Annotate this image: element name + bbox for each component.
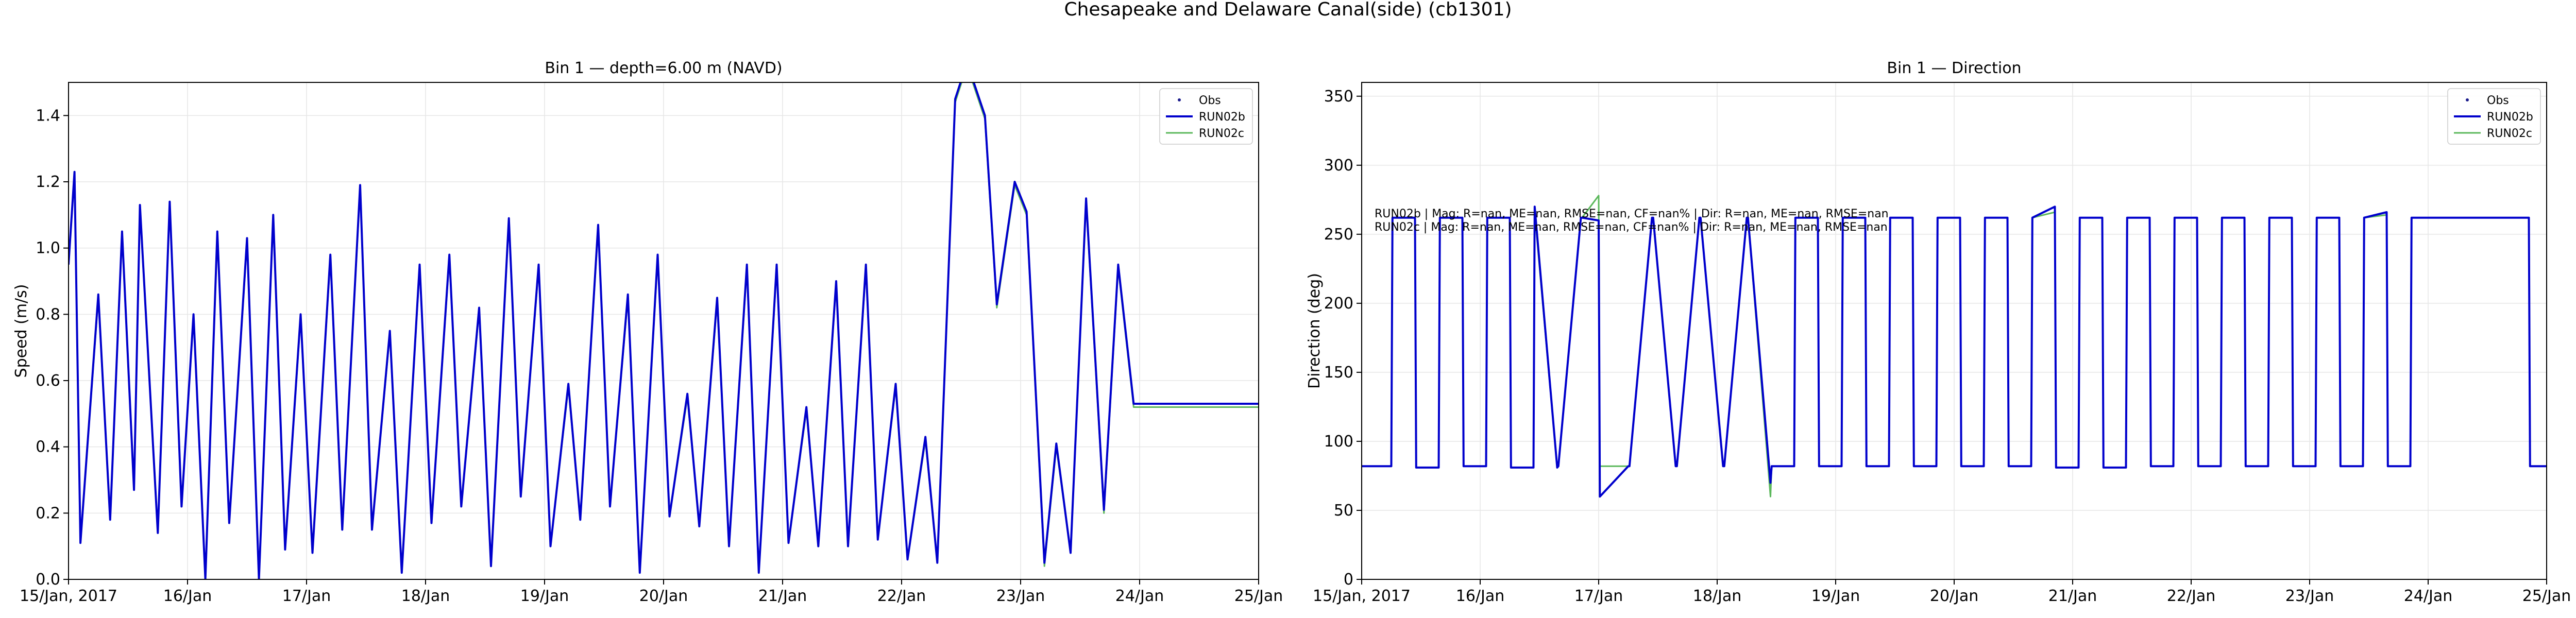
series-line-run02b: [1362, 205, 2547, 498]
y-tick-label: 0.0: [36, 571, 60, 589]
x-tick-label: 20/Jan: [639, 587, 688, 605]
x-tick-label: 15/Jan, 2017: [20, 587, 117, 605]
x-tick-label: 17/Jan: [282, 587, 331, 605]
x-tick-label: 15/Jan, 2017: [1313, 587, 1411, 605]
x-tick-label: 18/Jan: [401, 587, 450, 605]
chart-title: Bin 1 — Direction: [1887, 59, 2021, 77]
legend-box: [1159, 88, 1253, 145]
x-tick-label: 21/Jan: [2048, 587, 2097, 605]
stats-text: RUN02b | Mag: R=nan, ME=nan, RMSE=nan, C…: [1375, 208, 1889, 220]
x-tick-label: 18/Jan: [1693, 587, 1742, 605]
y-tick-label: 1.2: [36, 173, 60, 191]
x-tick-label: 23/Jan: [2285, 587, 2334, 605]
series-lines: [1362, 195, 2547, 498]
stats-text: RUN02c | Mag: R=nan, ME=nan, RMSE=nan, C…: [1375, 221, 1888, 234]
legend-label: RUN02c: [1199, 127, 1244, 140]
y-tick-label: 1.0: [36, 239, 60, 258]
x-tick-label: 25/Jan: [1234, 587, 1283, 605]
x-tick-label: 25/Jan: [2522, 587, 2571, 605]
y-tick-label: 300: [1324, 157, 1353, 175]
y-tick-label: 150: [1324, 364, 1353, 382]
x-tick-label: 16/Jan: [163, 587, 212, 605]
x-tick-label: 19/Jan: [520, 587, 569, 605]
x-tick-label: 22/Jan: [2167, 587, 2216, 605]
legend-label: RUN02b: [1199, 111, 1245, 124]
legend: Obs RUN02b RUN02c: [2447, 88, 2541, 145]
legend-marker-obs: [2466, 98, 2469, 101]
y-tick-label: 1.4: [36, 107, 60, 125]
legend-label: RUN02c: [2487, 127, 2532, 140]
legend-box: [2447, 88, 2541, 145]
legend: Obs RUN02b RUN02c: [1159, 88, 1253, 145]
figure-title: Chesapeake and Delaware Canal(side) (cb1…: [1064, 0, 1512, 20]
y-tick-label: 0.6: [36, 372, 60, 390]
legend-label: Obs: [1199, 94, 1221, 107]
y-tick-label: 0.2: [36, 504, 60, 522]
series-lines: [69, 82, 1259, 579]
x-tick-label: 21/Jan: [758, 587, 807, 605]
y-axis-label: Direction (deg): [1306, 273, 1324, 389]
y-tick-label: 200: [1324, 295, 1353, 313]
chart-title: Bin 1 — depth=6.00 m (NAVD): [545, 59, 782, 77]
y-tick-label: 0.8: [36, 305, 60, 323]
legend-label: Obs: [2487, 94, 2509, 107]
x-tick-label: 17/Jan: [1574, 587, 1623, 605]
y-tick-label: 50: [1334, 502, 1353, 520]
y-tick-label: 100: [1324, 433, 1353, 451]
x-tick-label: 20/Jan: [1930, 587, 1979, 605]
x-tick-label: 19/Jan: [1811, 587, 1860, 605]
x-tick-label: 24/Jan: [2404, 587, 2453, 605]
legend-marker-obs: [1178, 98, 1181, 101]
legend-label: RUN02b: [2487, 111, 2533, 124]
chart-panel-1: 15/Jan, 2017 16/Jan 17/Jan 18/Jan 19/Jan 20/J…: [12, 59, 1283, 605]
series-line-run02b: [69, 82, 1259, 579]
x-tick-label: 23/Jan: [996, 587, 1045, 605]
y-axis-label: Speed (m/s): [12, 284, 30, 378]
x-tick-label: 22/Jan: [877, 587, 926, 605]
y-tick-label: 0: [1344, 571, 1353, 589]
y-tick-label: 0.4: [36, 438, 60, 456]
y-tick-label: 250: [1324, 226, 1353, 244]
y-tick-label: 350: [1324, 88, 1353, 106]
chart-panel-2: 15/Jan, 2017 16/Jan 17/Jan 18/Jan 19/Jan 20/J…: [1306, 59, 2571, 605]
x-tick-label: 24/Jan: [1115, 587, 1164, 605]
x-tick-label: 16/Jan: [1456, 587, 1505, 605]
